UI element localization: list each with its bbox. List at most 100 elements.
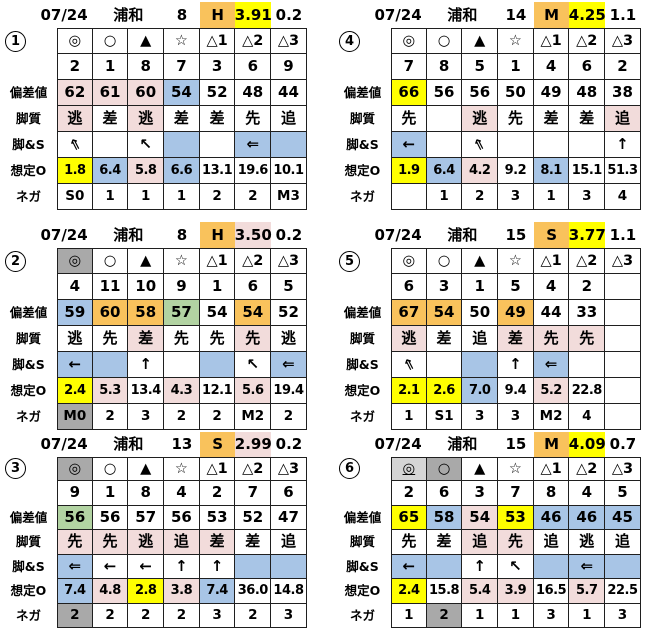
mark-cell-text: ◎ [402, 32, 416, 49]
table-number-badge: 3 [5, 458, 26, 480]
deviation-cell-text: 58 [433, 507, 455, 526]
mark-cell: △1 [199, 28, 236, 54]
horse-number-cell: 5 [271, 274, 307, 300]
horse-number-cell-text: 5 [617, 483, 628, 502]
running-style-cell: 差 [426, 530, 463, 555]
expected-odds-cell: 9.2 [498, 158, 534, 184]
row-label-expected-odds: 想定O [10, 382, 47, 398]
double-left-arrow-icon: ⇐ [544, 355, 558, 373]
running-style-cell: 先 [235, 106, 272, 132]
horse-number-cell: 9 [271, 54, 307, 80]
pace-arrow-cell [199, 352, 236, 378]
nega-cell: 2 [199, 184, 236, 210]
double-left-arrow-icon: ⇐ [246, 135, 260, 153]
expected-odds-cell: 6.4 [426, 158, 463, 184]
horse-number-cell-text: 1 [104, 483, 116, 502]
pace-arrow-cell: ← [128, 554, 165, 579]
running-style-cell: 差 [533, 106, 570, 132]
row-label-spacer [334, 274, 391, 300]
mark-cell-text: ○ [103, 32, 117, 49]
expected-odds-cell: 1.9 [391, 158, 427, 184]
expected-odds-cell: 9.4 [498, 378, 534, 404]
pace-indicator: M [533, 432, 570, 457]
mark-cell: ◎ [57, 28, 93, 54]
mark-cell-text: ☆ [174, 252, 188, 269]
deviation-cell-text: 65 [398, 507, 420, 526]
running-style-cell-text: 差 [138, 329, 154, 347]
race-number: 15 [505, 225, 527, 244]
header-extra-value: 0.2 [275, 225, 303, 244]
pace-arrow-cell [271, 132, 307, 158]
nega-cell-text: 3 [617, 606, 628, 623]
horse-number-cell: 7 [235, 481, 272, 506]
horse-number-cell-text: 8 [140, 57, 151, 75]
pace-arrow-cell: ⇐ [271, 352, 307, 378]
pace-arrow-cell [498, 132, 534, 158]
expected-odds-cell [605, 378, 641, 404]
header-extra-value: 0.2 [275, 434, 303, 453]
mark-cell: △3 [605, 28, 641, 54]
running-style-cell: 逃 [57, 326, 93, 352]
nega-cell-text: 2 [248, 606, 258, 623]
horse-number-cell: 11 [92, 274, 129, 300]
horse-number-cell-text: 5 [510, 277, 521, 295]
nega-cell: 3 [498, 184, 534, 210]
up-left-arrow-icon: ↖ [139, 135, 152, 153]
up-left-arrow-icon: ↖ [509, 556, 522, 575]
mark-cell: △3 [271, 456, 307, 481]
nega-cell: 1 [128, 184, 165, 210]
running-style-cell-text: 先 [102, 532, 118, 551]
row-label-expected-odds: 想定O [344, 583, 381, 598]
deviation-cell [605, 300, 641, 326]
mark-cell: △3 [605, 456, 641, 481]
running-style-cell-text: 差 [173, 109, 189, 127]
expected-odds-cell: 4.2 [462, 158, 499, 184]
pace-indicator: H [199, 222, 236, 248]
mark-cell-text: △1 [206, 32, 228, 49]
horse-number-cell-text: 5 [474, 57, 485, 75]
running-style-cell: 逃 [57, 106, 93, 132]
pace-arrow-cell: ← [92, 554, 129, 579]
horse-number-cell-text: 6 [403, 277, 415, 295]
horse-number-cell: 6 [569, 54, 606, 80]
nega-cell-text: 1 [546, 187, 556, 204]
pace-indicator: H [199, 2, 236, 28]
row-label-leg-and-s: 脚&S [346, 356, 379, 372]
table-number-badge: 5 [339, 250, 360, 272]
pace-arrow-cell [235, 554, 272, 579]
deviation-cell-text: 48 [576, 83, 598, 101]
horse-number-cell-text: 6 [581, 57, 592, 75]
horse-number-cell: 8 [533, 481, 570, 506]
mark-cell-text: △1 [206, 460, 228, 477]
race-date: 07/24 [40, 225, 88, 244]
horse-number-cell: 2 [57, 54, 93, 80]
header-extra-value: 0.7 [609, 434, 637, 453]
mark-cell: ▲ [462, 248, 499, 274]
header-extra-value: 1.1 [609, 5, 637, 24]
mark-cell-text: △2 [576, 460, 598, 477]
horse-number-cell: 4 [569, 481, 606, 506]
nega-cell: 1 [92, 184, 129, 210]
mark-cell: △2 [235, 28, 272, 54]
double-up-left-arrow-icon: ⇖ [400, 353, 418, 375]
running-style-cell-text: 先 [67, 532, 83, 551]
deviation-cell-text: 53 [206, 507, 228, 526]
mark-cell: △2 [569, 456, 606, 481]
deviation-cell: 67 [391, 300, 427, 326]
double-left-arrow-icon: ⇐ [282, 355, 295, 373]
nega-cell: 1 [426, 184, 463, 210]
pace-arrow-cell: ← [57, 352, 93, 378]
deviation-cell-text: 45 [612, 507, 633, 526]
double-left-arrow-icon: ⇐ [68, 556, 82, 575]
deviation-cell: 52 [271, 300, 307, 326]
mark-cell-text: △2 [242, 32, 264, 49]
expected-odds-cell: 6.6 [164, 158, 200, 184]
nega-cell-text: M0 [63, 407, 87, 424]
row-label-expected-odds: 想定O [344, 382, 381, 398]
nega-cell: 2 [92, 603, 129, 628]
horse-number-cell: 8 [128, 481, 165, 506]
running-style-cell-text: 逃 [280, 329, 296, 347]
deviation-cell-text: 66 [398, 83, 420, 101]
mark-cell-text: ▲ [140, 252, 152, 269]
mark-cell: ▲ [128, 456, 165, 481]
